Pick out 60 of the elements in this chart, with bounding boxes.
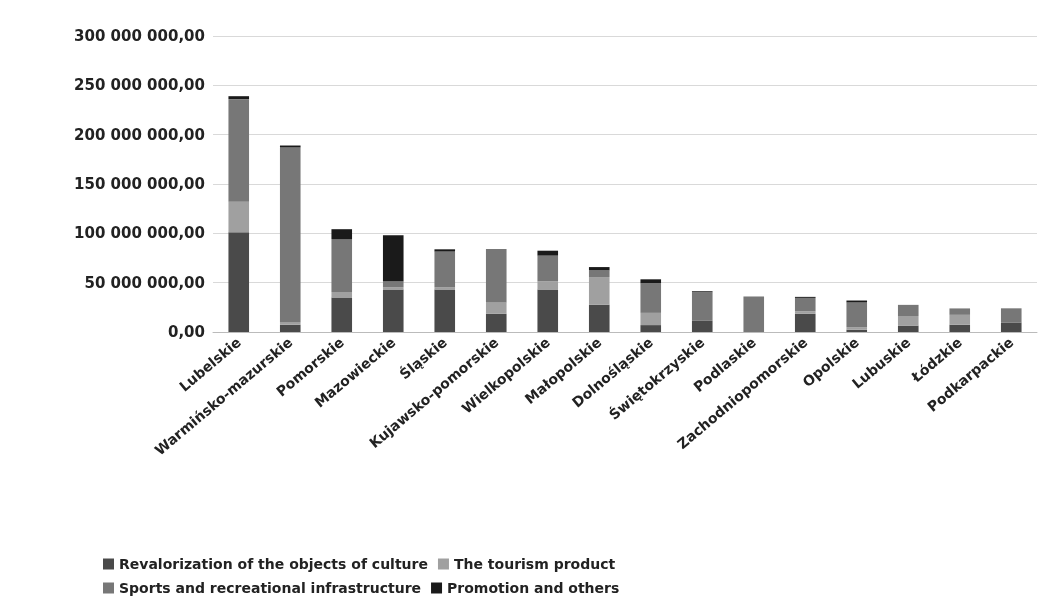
bar — [588, 304, 610, 332]
bar — [949, 314, 971, 325]
bar — [434, 251, 456, 288]
legend-label: Sports and recreational infrastructure — [119, 580, 422, 596]
bar — [485, 313, 507, 332]
bar — [382, 281, 404, 288]
bar — [588, 270, 610, 278]
bar — [846, 302, 868, 328]
bar — [434, 289, 456, 332]
bar — [279, 322, 301, 325]
bar — [897, 304, 919, 317]
bar — [691, 292, 713, 321]
bar — [537, 250, 559, 256]
bar — [794, 297, 816, 312]
bar — [949, 308, 971, 315]
bar — [897, 316, 919, 326]
bar — [382, 289, 404, 332]
legend-label: Revalorization of the objects of culture — [119, 556, 428, 572]
bar — [382, 235, 404, 282]
bar — [537, 289, 559, 332]
bar — [691, 320, 713, 332]
bar — [279, 147, 301, 323]
bar — [331, 297, 353, 332]
bar — [743, 296, 765, 332]
bar — [331, 291, 353, 298]
bar — [228, 232, 250, 332]
y-tick-label: 250 000 000,00 — [74, 76, 205, 95]
y-tick-label: 150 000 000,00 — [74, 175, 205, 193]
bar — [228, 201, 250, 233]
bar — [537, 281, 559, 290]
bar — [640, 325, 662, 332]
bar — [228, 99, 250, 202]
y-tick-label: 50 000 000,00 — [84, 273, 205, 292]
bar — [588, 267, 610, 271]
y-tick-label: 0,00 — [167, 323, 205, 341]
bar — [1000, 322, 1022, 332]
bar — [382, 287, 404, 290]
bar — [434, 249, 456, 252]
legend-label: The tourism product — [453, 556, 616, 572]
y-tick-label: 200 000 000,00 — [74, 125, 205, 144]
bar — [485, 302, 507, 314]
bar — [794, 311, 816, 314]
bar — [640, 312, 662, 326]
legend-label: Promotion and others — [447, 580, 620, 596]
bar — [794, 313, 816, 332]
bar — [485, 249, 507, 303]
bar — [228, 96, 250, 100]
bar — [897, 325, 919, 332]
bar — [434, 287, 456, 290]
y-tick-label: 100 000 000,00 — [74, 224, 205, 243]
bar — [331, 239, 353, 292]
bar — [640, 279, 662, 284]
y-tick-label: 300 000 000,00 — [74, 27, 205, 45]
bar — [331, 229, 353, 240]
bar — [640, 283, 662, 313]
bar — [949, 324, 971, 332]
bar — [1000, 308, 1022, 323]
bar — [537, 255, 559, 282]
bar — [588, 277, 610, 305]
bar — [279, 324, 301, 332]
